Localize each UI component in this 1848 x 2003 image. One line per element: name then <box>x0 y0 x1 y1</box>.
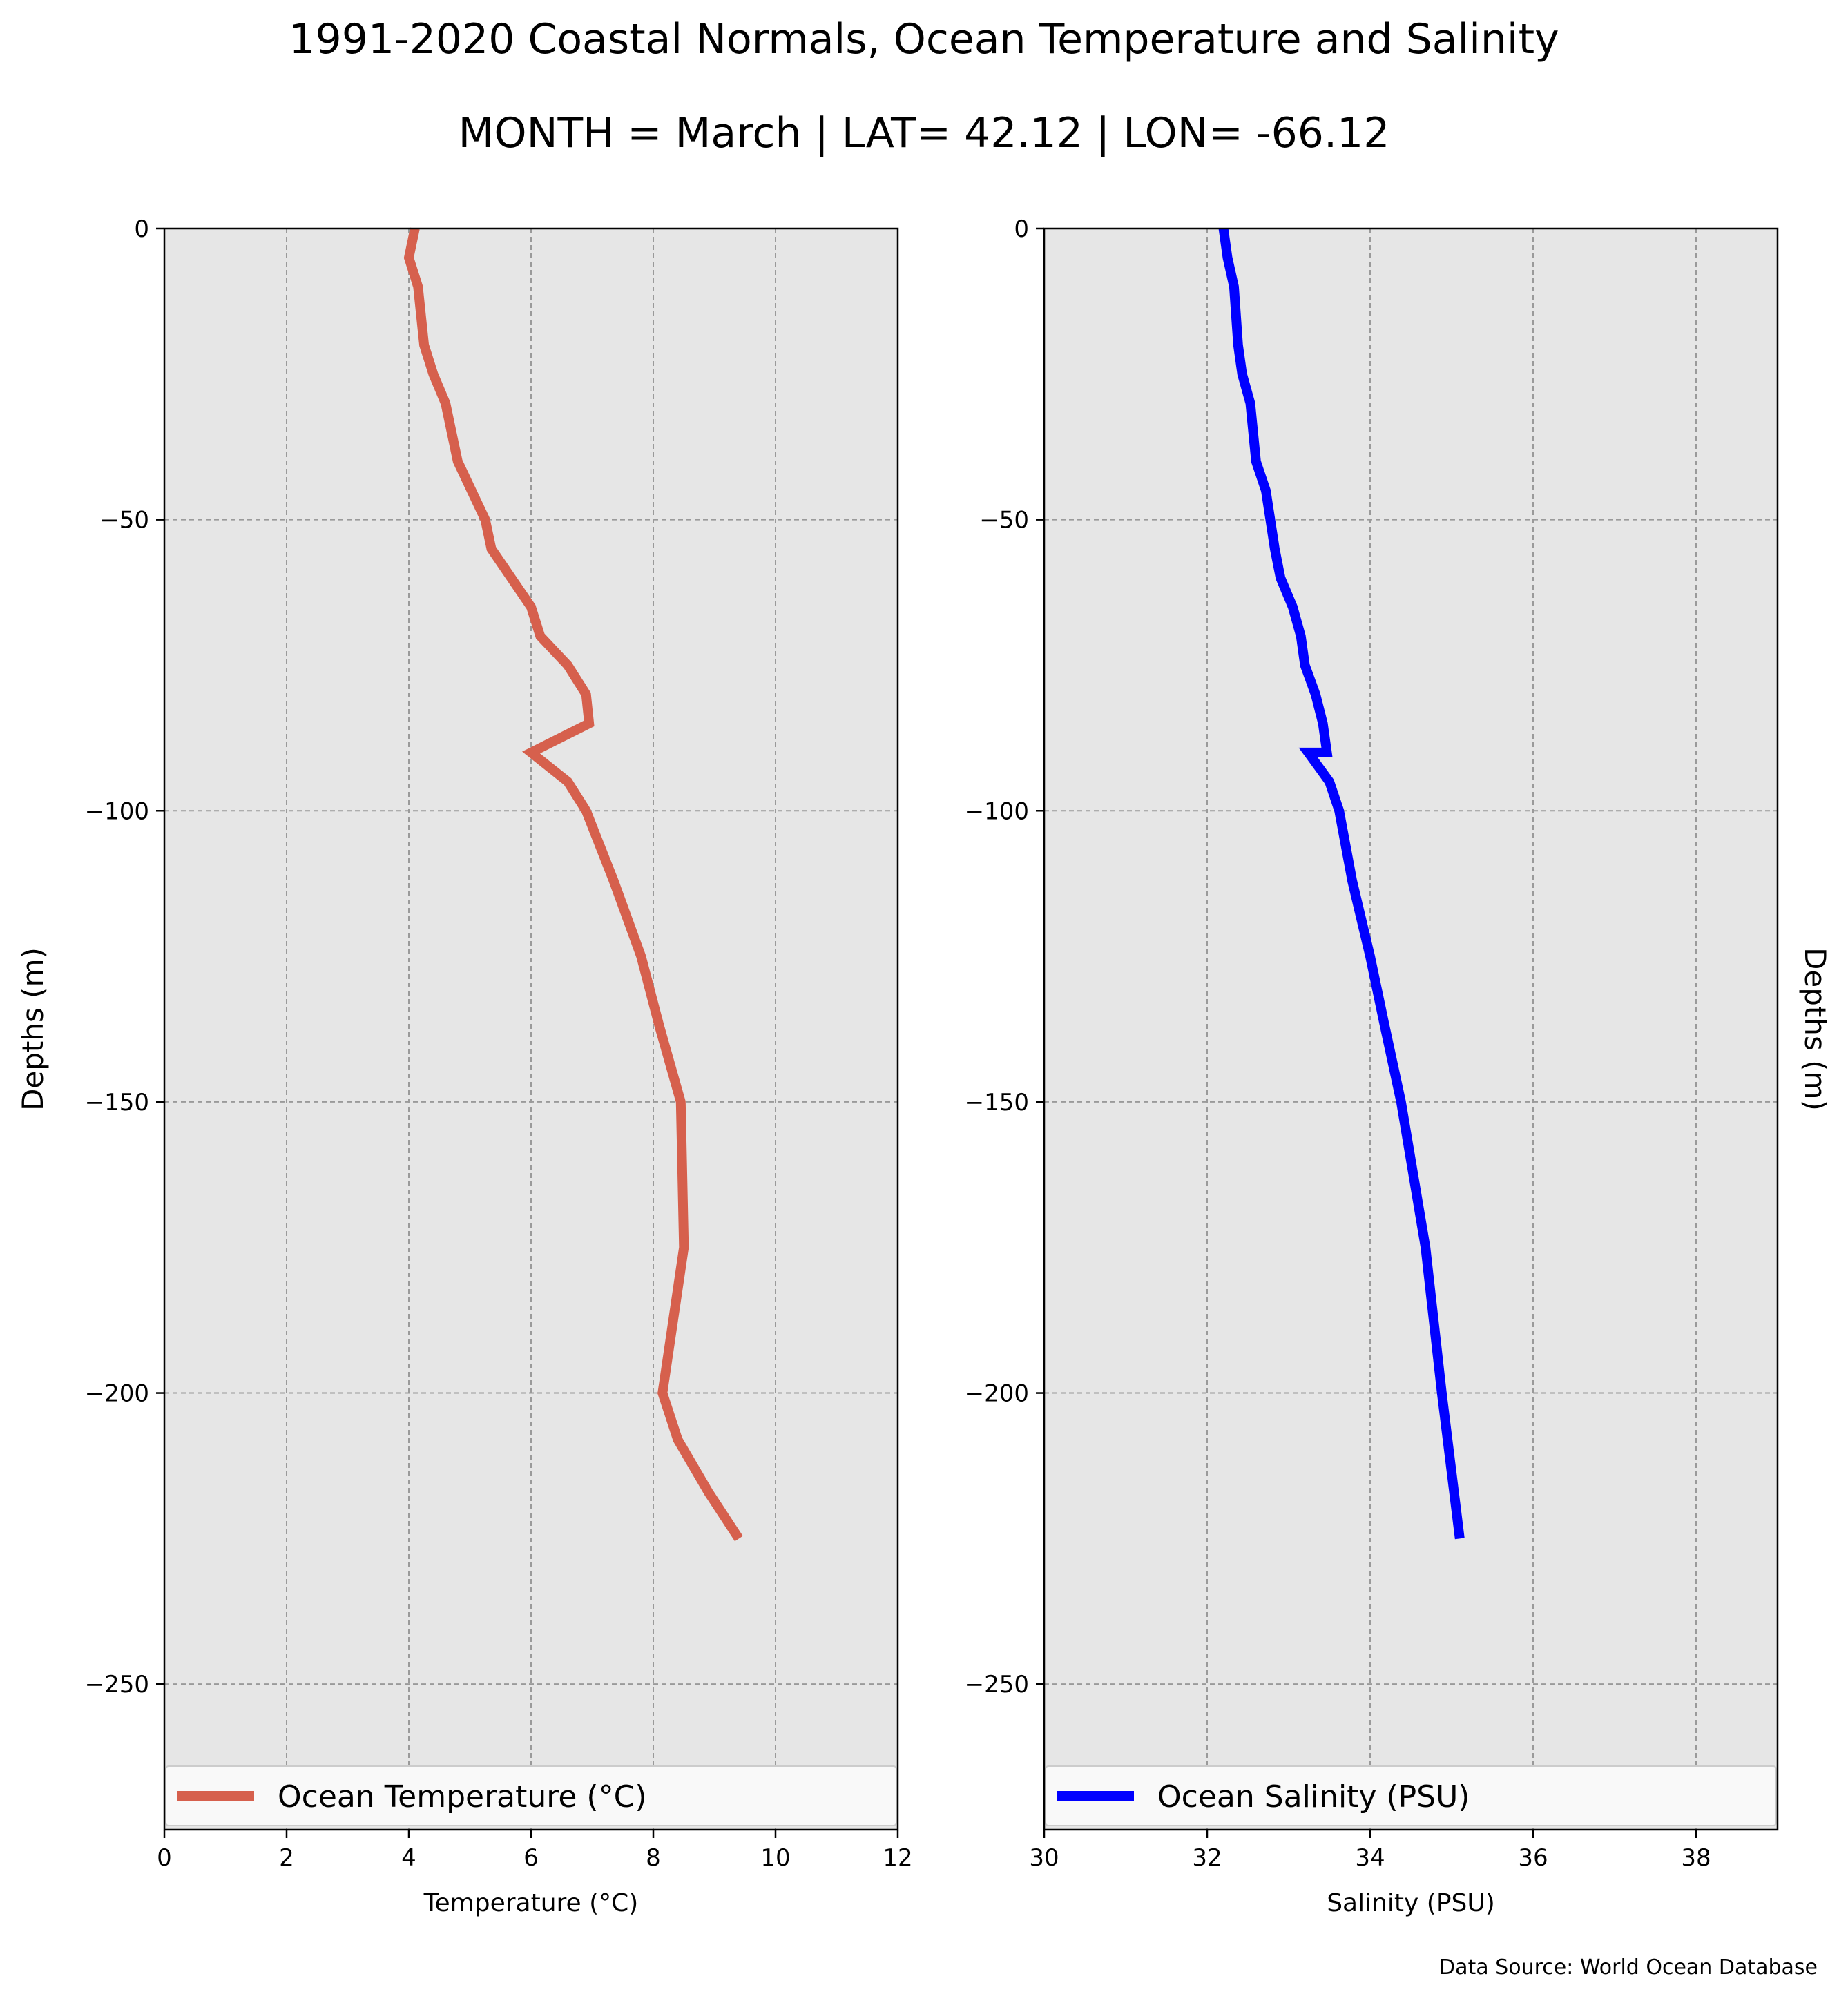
x-tick-label: 4 <box>401 1844 416 1872</box>
x-tick-label: 32 <box>1192 1844 1222 1872</box>
y-tick-label: −50 <box>979 507 1029 534</box>
x-tick-label: 0 <box>157 1844 172 1872</box>
x-tick-label: 34 <box>1355 1844 1385 1872</box>
axes-frame <box>1043 227 1779 1831</box>
legend-label: Ocean Temperature (°C) <box>278 1779 647 1815</box>
x-tick-label: 30 <box>1029 1844 1059 1872</box>
series-line <box>1218 228 1465 1540</box>
y-tick-label: −200 <box>965 1380 1029 1408</box>
panel-temperature: Ocean Temperature (°C) 0 2 4 6 8 10 12 0 −50 −100 −… <box>16 215 913 1917</box>
y-tick-label: −100 <box>85 797 149 825</box>
y-tick-label: −150 <box>85 1089 149 1116</box>
y-tick-label: −200 <box>85 1380 149 1408</box>
legend-box <box>165 1765 897 1826</box>
y-axis-label: Depths (m) <box>16 947 50 1111</box>
y-tick-label: −50 <box>99 507 149 534</box>
legend-box <box>1045 1765 1777 1826</box>
plot-background <box>1044 229 1778 1830</box>
x-tick-label: 12 <box>883 1844 912 1872</box>
data-source-note: Data Source: World Ocean Database <box>1439 1955 1818 1980</box>
legend-label: Ocean Salinity (PSU) <box>1157 1779 1470 1815</box>
y-tick-label: −100 <box>965 797 1029 825</box>
x-tick-label: 6 <box>523 1844 539 1872</box>
y-tick-label: −150 <box>965 1089 1029 1116</box>
x-tick-label: 2 <box>279 1844 294 1872</box>
x-axis-label: Salinity (PSU) <box>1327 1889 1495 1917</box>
chart-subtitle: MONTH = March | LAT= 42.12 | LON= -66.12 <box>458 109 1390 157</box>
y-tick-label: −250 <box>965 1671 1029 1699</box>
x-tick-label: 36 <box>1518 1844 1548 1872</box>
x-axis-label: Temperature (°C) <box>423 1889 639 1917</box>
y-tick-label: −250 <box>85 1671 149 1699</box>
x-tick-label: 8 <box>646 1844 661 1872</box>
panel-salinity: Ocean Salinity (PSU) 30 32 34 36 38 0 −50 −100 −1… <box>965 215 1832 1917</box>
chart-title: 1991-2020 Coastal Normals, Ocean Tempera… <box>289 15 1559 64</box>
y-tick-label: 0 <box>1014 215 1029 243</box>
x-tick-label: 38 <box>1681 1844 1711 1872</box>
x-tick-label: 10 <box>760 1844 790 1872</box>
y-axis-label: Depths (m) <box>1798 947 1832 1111</box>
series-line <box>403 227 743 1542</box>
y-tick-label: 0 <box>134 215 149 243</box>
